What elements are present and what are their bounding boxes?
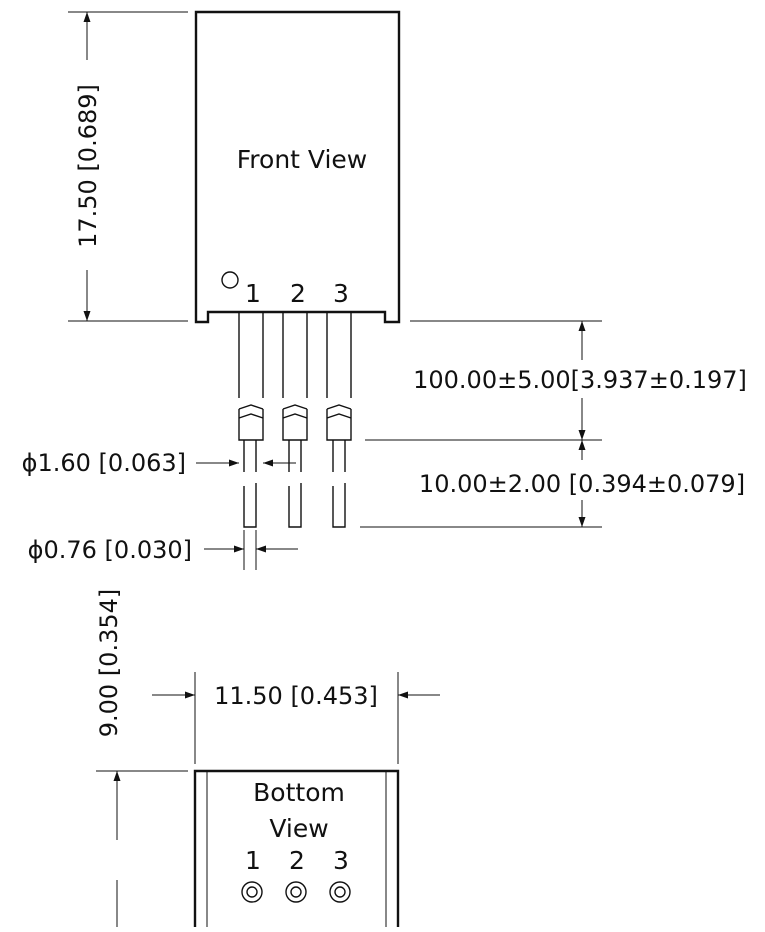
lead-length-label: 100.00±5.00[3.937±0.197]	[413, 366, 747, 394]
lead-pin-2	[282, 312, 308, 528]
bottom-view-body	[193, 769, 400, 927]
bottom-view-title-line1: Bottom	[253, 778, 345, 807]
tip-diameter-label: ϕ0.76 [0.030]	[28, 536, 192, 564]
lead-length-dimension	[365, 320, 602, 441]
tip-length-dimension	[360, 440, 602, 528]
bottom-view-title-line2: View	[269, 814, 328, 843]
front-view-title: Front View	[237, 145, 368, 174]
width-dimension-label: 11.50 [0.453]	[214, 682, 378, 710]
height-dimension	[68, 11, 188, 322]
bottom-pin-hole-1-icon	[241, 881, 263, 903]
width-dimension	[152, 672, 440, 764]
depth-dimension	[96, 770, 188, 927]
height-dimension-label: 17.50 [0.689]	[74, 84, 102, 248]
tip-length-label: 10.00±2.00 [0.394±0.079]	[419, 470, 745, 498]
depth-dimension-label: 9.00 [0.354]	[95, 589, 123, 738]
bottom-pin-hole-2-icon	[285, 881, 307, 903]
front-pin-label-1: 1	[245, 279, 261, 308]
lead-diameter-label: ϕ1.60 [0.063]	[22, 449, 186, 477]
front-pin-label-3: 3	[333, 279, 349, 308]
bottom-pin-label-3: 3	[333, 846, 349, 875]
front-view-body	[194, 10, 401, 324]
bottom-pin-hole-3-icon	[329, 881, 351, 903]
bottom-pin-label-1: 1	[245, 846, 261, 875]
bottom-pin-label-2: 2	[289, 846, 305, 875]
lead-pin-1	[238, 312, 264, 528]
lead-pin-3	[326, 312, 352, 528]
tip-diameter-dimension	[204, 530, 298, 570]
front-pin-label-2: 2	[290, 279, 306, 308]
pin1-marker-icon	[221, 271, 239, 289]
